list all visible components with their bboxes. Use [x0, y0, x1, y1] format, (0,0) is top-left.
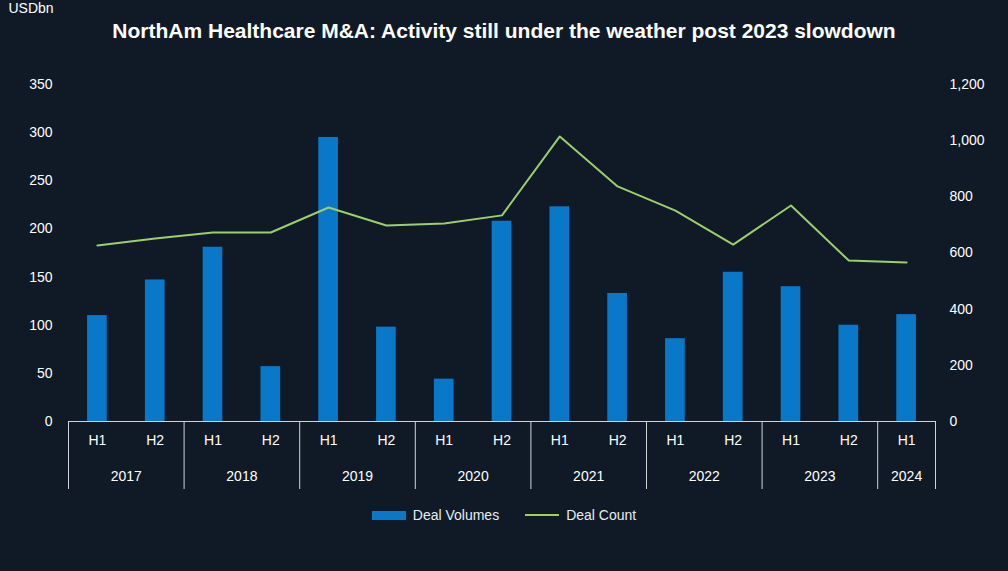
svg-text:1,000: 1,000 [950, 132, 985, 148]
svg-text:2020: 2020 [458, 468, 489, 484]
svg-text:H1: H1 [782, 432, 800, 448]
svg-text:2018: 2018 [226, 468, 257, 484]
svg-text:H1: H1 [435, 432, 453, 448]
svg-text:150: 150 [29, 269, 53, 285]
svg-text:H1: H1 [551, 432, 569, 448]
svg-text:H1: H1 [320, 432, 338, 448]
svg-text:350: 350 [29, 76, 53, 92]
svg-text:50: 50 [37, 365, 53, 381]
svg-text:H2: H2 [724, 432, 742, 448]
svg-text:2023: 2023 [804, 468, 835, 484]
svg-text:H1: H1 [666, 432, 684, 448]
svg-text:250: 250 [29, 172, 53, 188]
html-text:NorthAm Healthcare M&A: Activi: NorthAm Healthcare M&A: Activity still u… [112, 19, 896, 42]
svg-text:H1: H1 [898, 432, 916, 448]
svg-text:100: 100 [29, 317, 53, 333]
svg-text:H2: H2 [262, 432, 280, 448]
svg-text:2022: 2022 [689, 468, 720, 484]
svg-text:1,200: 1,200 [950, 76, 985, 92]
svg-text:H1: H1 [88, 432, 106, 448]
svg-text:600: 600 [950, 244, 974, 260]
svg-text:H1: H1 [204, 432, 222, 448]
svg-text:H2: H2 [840, 432, 858, 448]
svg-text:2024: 2024 [891, 468, 922, 484]
svg-text:H2: H2 [377, 432, 395, 448]
html-text:Deal Count: Deal Count [566, 507, 637, 523]
svg-text:H2: H2 [609, 432, 627, 448]
svg-text:2019: 2019 [342, 468, 373, 484]
svg-text:H2: H2 [146, 432, 164, 448]
svg-text:2021: 2021 [573, 468, 604, 484]
svg-text:200: 200 [950, 357, 974, 373]
svg-text:2017: 2017 [111, 468, 142, 484]
svg-text:USDbn: USDbn [9, 0, 54, 16]
svg-text:0: 0 [45, 413, 53, 429]
svg-text:0: 0 [950, 413, 958, 429]
svg-text:H2: H2 [493, 432, 511, 448]
svg-text:800: 800 [950, 188, 974, 204]
svg-text:400: 400 [950, 301, 974, 317]
html-text:Deal Volumes: Deal Volumes [412, 507, 500, 523]
svg-text:200: 200 [29, 220, 53, 236]
svg-text:300: 300 [29, 124, 53, 140]
